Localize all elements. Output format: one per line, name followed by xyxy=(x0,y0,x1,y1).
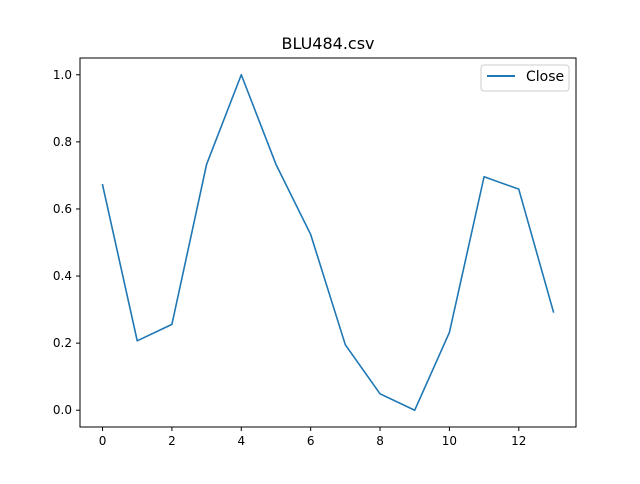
legend-label-close: Close xyxy=(526,69,564,85)
x-tick-label: 10 xyxy=(442,434,457,448)
series-layer xyxy=(101,73,555,412)
x-tick-label: 6 xyxy=(307,434,315,448)
axis-ticks: 0 2 4 6 8 10 12 0.0 0.2 0.4 0.6 0.8 1.0 xyxy=(53,68,527,448)
chart-title: BLU484.csv xyxy=(281,34,374,53)
y-tick-label: 0.2 xyxy=(53,336,72,350)
legend-box xyxy=(480,64,570,92)
plot-frame xyxy=(79,57,577,428)
plot-area xyxy=(80,58,576,427)
series-line-close xyxy=(101,73,555,412)
y-tick-label: 0.0 xyxy=(53,403,72,417)
legend: Close xyxy=(480,64,570,92)
y-tick-label: 1.0 xyxy=(53,68,72,82)
x-tick-label: 4 xyxy=(237,434,245,448)
y-tick-label: 0.6 xyxy=(53,202,72,216)
x-tick-label: 8 xyxy=(376,434,384,448)
y-tick-label: 0.4 xyxy=(53,269,72,283)
y-tick-label: 0.8 xyxy=(53,135,72,149)
x-tick-label: 0 xyxy=(99,434,107,448)
x-tick-label: 2 xyxy=(168,434,176,448)
x-tick-label: 12 xyxy=(511,434,526,448)
